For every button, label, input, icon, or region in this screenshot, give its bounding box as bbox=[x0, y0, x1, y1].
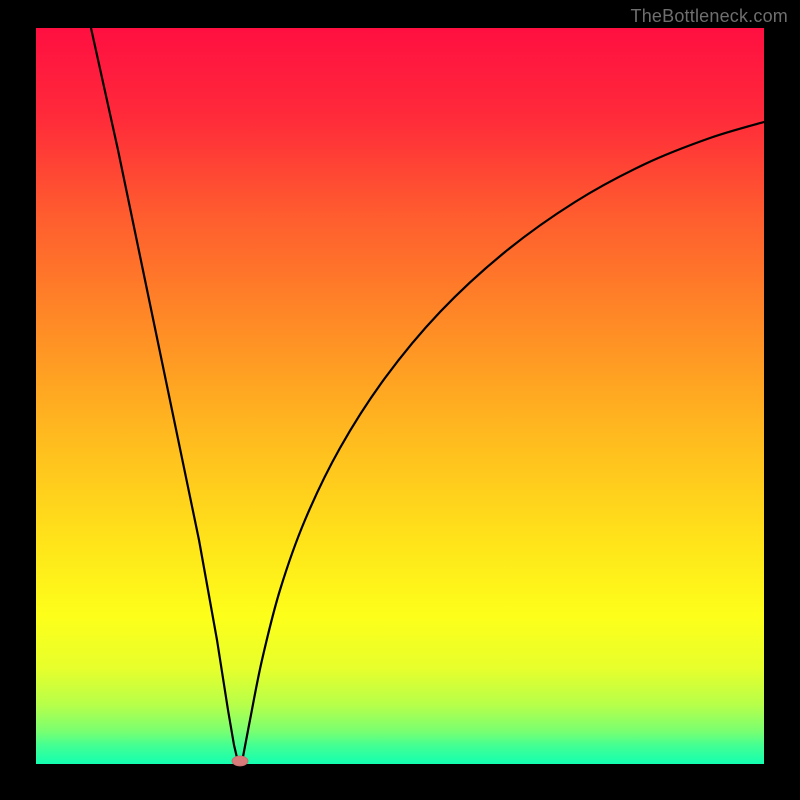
bottleneck-chart bbox=[0, 0, 800, 800]
plot-background bbox=[36, 28, 764, 764]
chart-container: { "watermark": { "text": "TheBottleneck.… bbox=[0, 0, 800, 800]
optimum-marker bbox=[232, 756, 248, 766]
watermark-text: TheBottleneck.com bbox=[631, 6, 788, 27]
